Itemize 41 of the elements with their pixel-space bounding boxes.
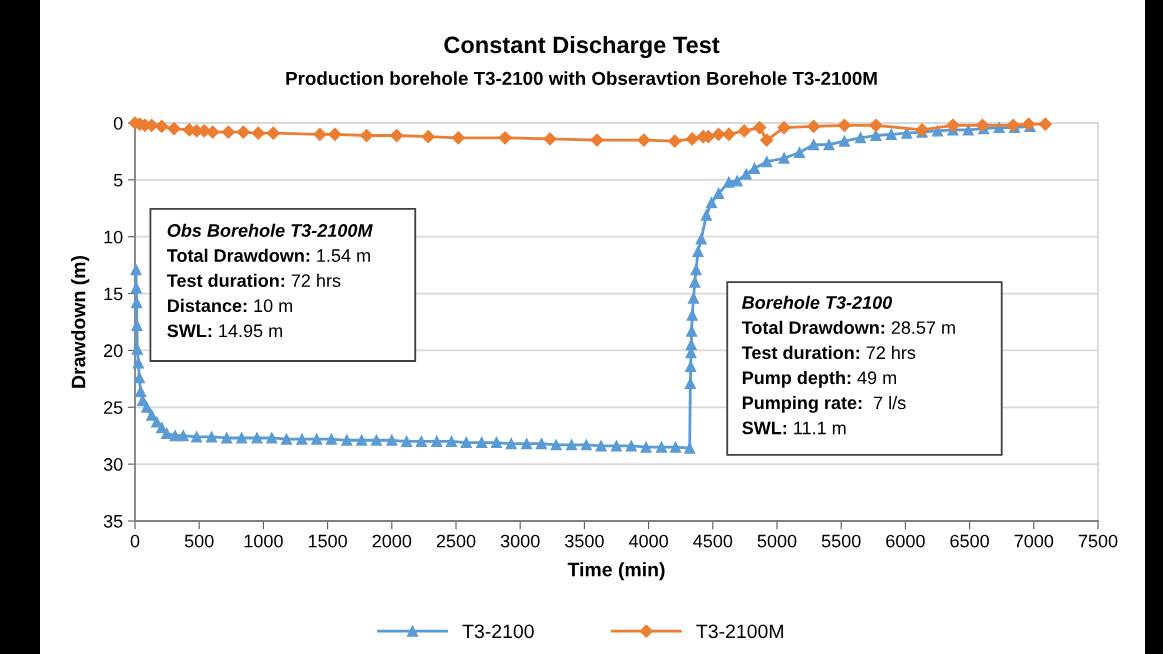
annotation: Test duration: 72 hrs	[741, 345, 916, 360]
x-tick-label: 2000	[372, 534, 412, 548]
x-tick-label: 0	[130, 534, 140, 548]
y-tick-label: 5	[113, 173, 123, 187]
y-tick-label: 25	[104, 401, 123, 415]
x-tick-label: 1500	[308, 534, 347, 548]
x-tick-label: 6500	[950, 534, 989, 548]
y-tick-label: 30	[103, 458, 123, 471]
y-axis-title: Drawdown (m)	[71, 255, 90, 388]
x-tick-label: 1000	[244, 534, 283, 548]
x-tick-label: 7500	[1078, 534, 1118, 548]
legend-label: T3-2100	[462, 624, 534, 639]
x-tick-label: 5500	[821, 534, 861, 548]
x-tick-label: 4500	[693, 534, 733, 548]
x-tick-label: 4000	[628, 534, 668, 548]
x-tick-label: 3000	[500, 534, 540, 548]
y-tick-label: 35	[103, 514, 123, 528]
chart-title: Constant Discharge Test	[444, 35, 720, 59]
y-tick-label: 10	[104, 230, 123, 244]
chart-subtitle: Production borehole T3-2100 with Obseravtion Borehole T3-2100M	[286, 71, 877, 86]
y-tick-label: 0	[113, 116, 123, 130]
x-axis-title: Time (min)	[567, 562, 665, 581]
legend-label: T3-2100M	[696, 624, 783, 639]
y-tick-label: 15	[104, 287, 123, 301]
x-tick-label: 7000	[1014, 534, 1054, 548]
annotation: Pumping rate: 7 l/s	[742, 395, 906, 413]
annotation: Total Drawdown: 28.57 m	[741, 320, 955, 335]
annotation: Distance: 10 m	[167, 298, 293, 313]
annotation: Borehole T3-2100	[742, 295, 893, 309]
annotation: Total Drawdown: 1.54 m	[166, 248, 370, 262]
x-tick-label: 3500	[565, 534, 604, 548]
x-tick-label: 5000	[757, 534, 797, 548]
annotation: Obs Borehole T3-2100M	[167, 223, 373, 237]
x-tick-label: 2500	[436, 534, 476, 548]
annotation: SWL: 11.1 m	[742, 421, 846, 435]
annotation: SWL: 14.95 m	[167, 324, 282, 338]
y-tick-label: 20	[104, 344, 123, 358]
annotation: Test duration: 72 hrs	[166, 273, 341, 288]
x-tick-label: 6000	[886, 534, 925, 548]
x-tick-label: 500	[184, 534, 214, 548]
annotation: Pump depth: 49 m	[742, 370, 896, 388]
